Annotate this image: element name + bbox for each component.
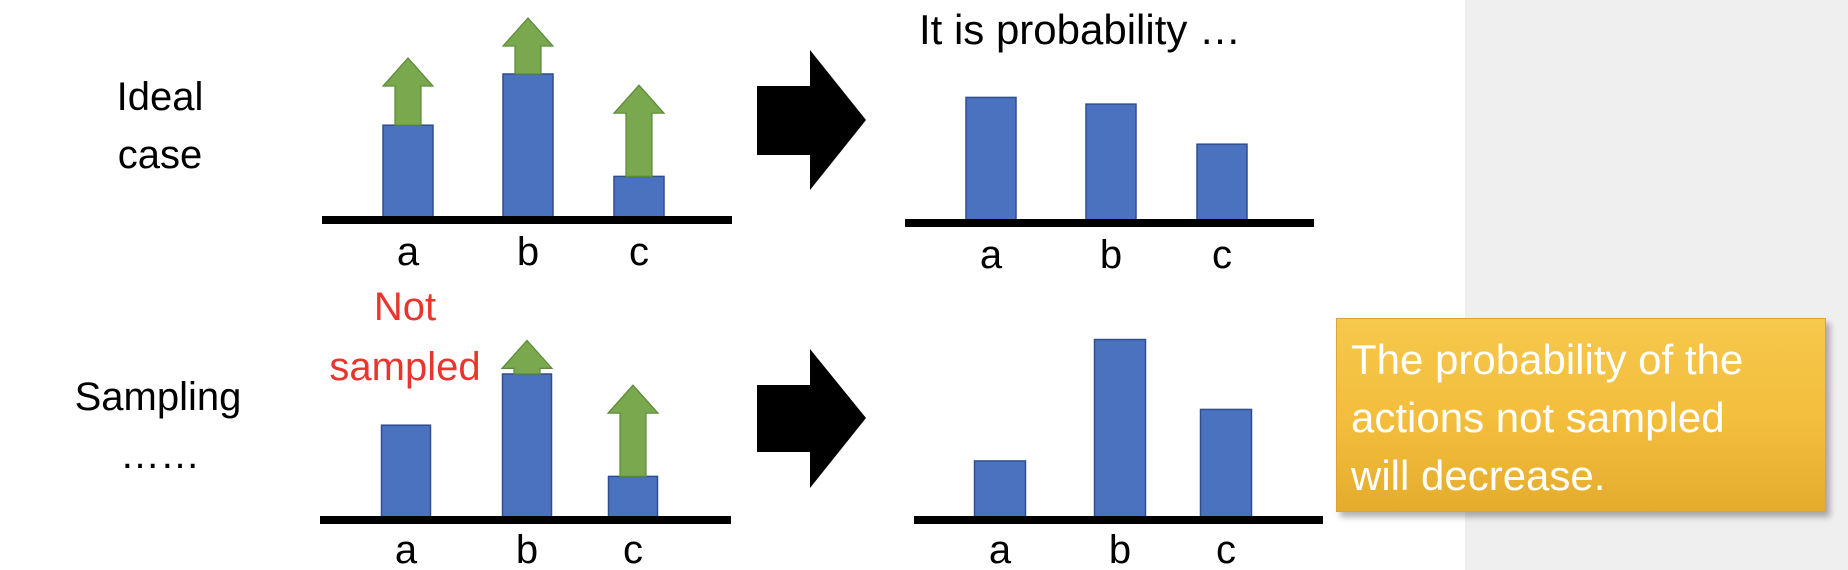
note-line-3: will decrease. (1351, 452, 1606, 499)
chart-ideal-before: a b c (322, 17, 732, 274)
bar-c (613, 175, 665, 219)
right-arrow-bottom (757, 349, 866, 488)
top-right-caption: It is probability … (919, 6, 1241, 53)
bar-c (1196, 143, 1248, 222)
tick-label-a: a (989, 528, 1012, 570)
note-box: The probability of the actions not sampl… (1336, 318, 1826, 512)
tick-label-a: a (397, 230, 420, 274)
row-label-sampling-line2: …… (120, 433, 200, 477)
note-line-1: The probability of the (1351, 336, 1744, 383)
chart-sampling-after: a b c (914, 338, 1323, 570)
not-sampled-line1: Not (374, 285, 436, 329)
bar-a (965, 96, 1017, 222)
not-sampled-label: Not sampled (329, 285, 480, 389)
bar-c (1199, 408, 1253, 519)
tick-label-b: b (517, 230, 539, 274)
tick-label-b: b (1100, 233, 1122, 277)
not-sampled-line2: sampled (329, 345, 480, 389)
bar-c (607, 475, 659, 519)
bar-b (1085, 103, 1137, 222)
right-arrow-top (757, 50, 866, 190)
tick-label-c: c (629, 230, 649, 274)
row-label-ideal-line2: case (118, 133, 203, 177)
note-line-2: actions not sampled (1351, 394, 1725, 441)
right-arrow-top-icon (757, 50, 866, 190)
tick-label-c: c (623, 528, 643, 570)
bar-a (380, 424, 432, 519)
tick-label-b: b (516, 528, 538, 570)
up-arrow-c-icon (612, 84, 666, 177)
up-arrow-b-icon (500, 339, 554, 375)
row-label-sampling-line1: Sampling (75, 375, 242, 419)
row-label-ideal-line1: Ideal (117, 75, 204, 119)
bar-b (1093, 338, 1147, 519)
chart-sampling-before: a b c (320, 339, 731, 570)
bar-a (382, 124, 434, 219)
tick-label-a: a (980, 233, 1003, 277)
bar-a (973, 460, 1027, 519)
right-arrow-bottom-icon (757, 349, 866, 488)
tick-label-c: c (1216, 528, 1236, 570)
up-arrow-b-icon (501, 17, 555, 75)
chart-ideal-after: a b c (905, 96, 1314, 277)
bar-b (502, 73, 554, 219)
up-arrow-a-icon (381, 57, 435, 126)
tick-label-a: a (395, 528, 418, 570)
tick-label-c: c (1212, 233, 1232, 277)
bar-b (501, 373, 553, 519)
tick-label-b: b (1109, 528, 1131, 570)
up-arrow-c-icon (606, 384, 660, 477)
row-labels: Ideal case Sampling …… (75, 75, 242, 477)
